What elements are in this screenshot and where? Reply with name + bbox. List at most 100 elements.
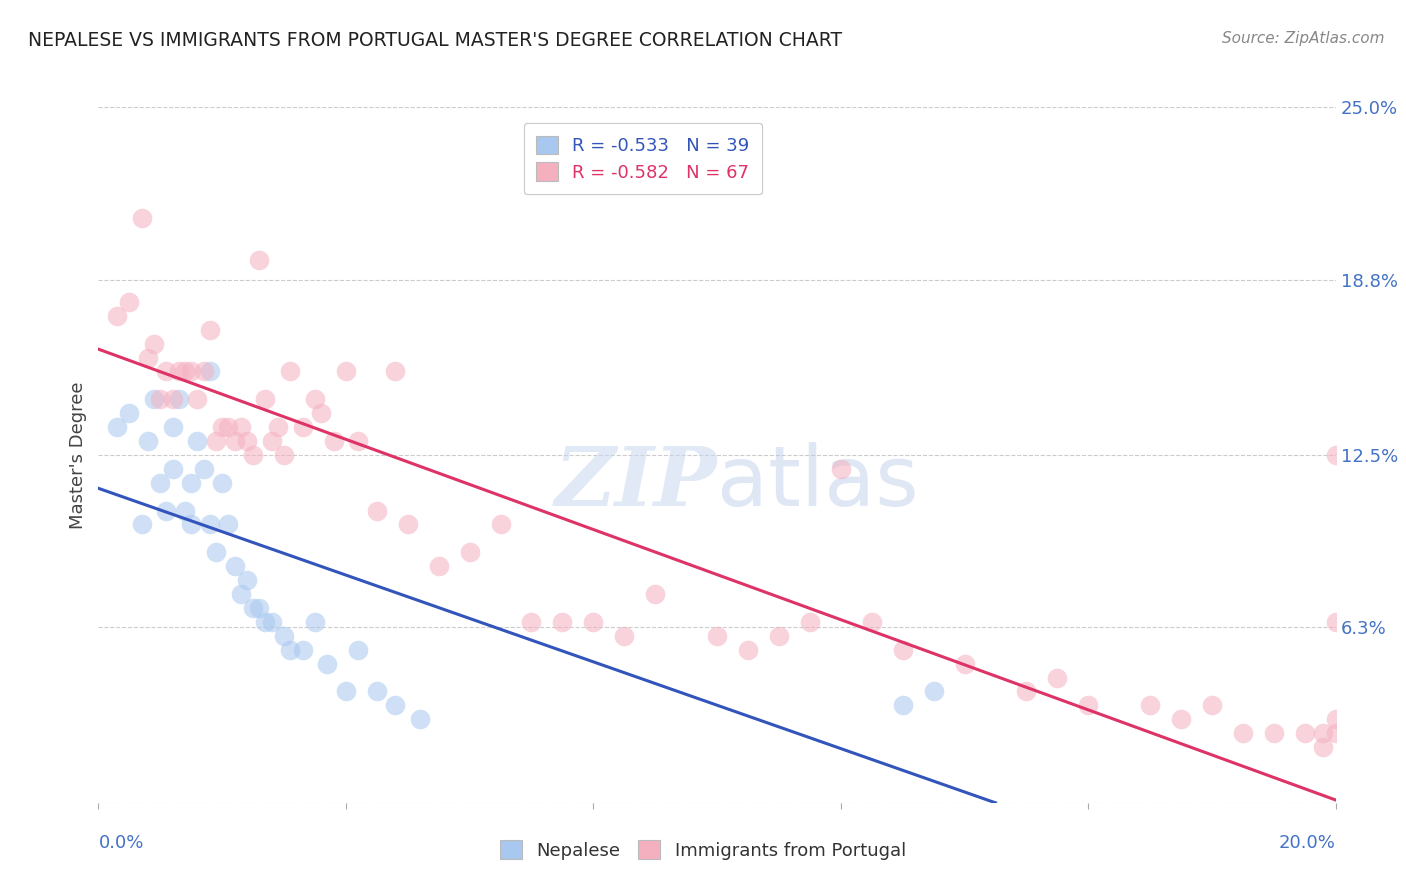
Point xyxy=(217,420,239,434)
Point xyxy=(193,364,215,378)
Point xyxy=(304,615,326,629)
Point xyxy=(322,434,344,448)
Point xyxy=(155,503,177,517)
Point xyxy=(1201,698,1223,713)
Point xyxy=(278,364,301,378)
Point xyxy=(224,559,246,574)
Point xyxy=(236,434,259,448)
Point xyxy=(366,503,388,517)
Point xyxy=(260,434,283,448)
Text: 0.0%: 0.0% xyxy=(98,834,143,852)
Point xyxy=(273,629,295,643)
Point xyxy=(198,323,221,337)
Point xyxy=(254,615,277,629)
Point xyxy=(291,420,314,434)
Point xyxy=(167,392,190,407)
Point xyxy=(118,406,141,420)
Point xyxy=(267,420,290,434)
Point xyxy=(143,392,166,407)
Point xyxy=(205,545,228,559)
Point xyxy=(582,615,605,629)
Point xyxy=(1294,726,1316,740)
Point xyxy=(1312,726,1334,740)
Point xyxy=(198,517,221,532)
Point xyxy=(186,392,208,407)
Point xyxy=(953,657,976,671)
Point xyxy=(273,448,295,462)
Point xyxy=(211,475,233,490)
Point xyxy=(180,364,202,378)
Point xyxy=(247,601,270,615)
Point xyxy=(1324,448,1347,462)
Point xyxy=(1312,740,1334,755)
Point xyxy=(768,629,790,643)
Point xyxy=(174,503,197,517)
Point xyxy=(1263,726,1285,740)
Point xyxy=(136,351,159,365)
Point xyxy=(167,364,190,378)
Point xyxy=(1046,671,1069,685)
Point xyxy=(316,657,339,671)
Y-axis label: Master's Degree: Master's Degree xyxy=(69,381,87,529)
Point xyxy=(891,698,914,713)
Point xyxy=(242,448,264,462)
Point xyxy=(335,364,357,378)
Point xyxy=(1324,726,1347,740)
Point xyxy=(205,434,228,448)
Point xyxy=(335,684,357,698)
Point xyxy=(162,420,184,434)
Point xyxy=(118,294,141,309)
Point xyxy=(174,364,197,378)
Point xyxy=(242,601,264,615)
Point xyxy=(613,629,636,643)
Point xyxy=(891,642,914,657)
Point xyxy=(198,364,221,378)
Point xyxy=(162,392,184,407)
Text: Source: ZipAtlas.com: Source: ZipAtlas.com xyxy=(1222,31,1385,46)
Legend: Nepalese, Immigrants from Portugal: Nepalese, Immigrants from Portugal xyxy=(486,826,920,874)
Point xyxy=(409,712,432,726)
Point xyxy=(186,434,208,448)
Point xyxy=(427,559,450,574)
Point xyxy=(347,434,370,448)
Point xyxy=(211,420,233,434)
Point xyxy=(551,615,574,629)
Point xyxy=(366,684,388,698)
Point xyxy=(254,392,277,407)
Point xyxy=(291,642,314,657)
Point xyxy=(224,434,246,448)
Point xyxy=(309,406,332,420)
Point xyxy=(136,434,159,448)
Point xyxy=(247,253,270,268)
Point xyxy=(347,642,370,657)
Point xyxy=(105,420,128,434)
Point xyxy=(162,462,184,476)
Point xyxy=(860,615,883,629)
Point xyxy=(229,420,252,434)
Point xyxy=(1324,615,1347,629)
Point xyxy=(396,517,419,532)
Point xyxy=(155,364,177,378)
Point xyxy=(260,615,283,629)
Point xyxy=(131,211,153,226)
Point xyxy=(193,462,215,476)
Point xyxy=(236,573,259,587)
Point xyxy=(1077,698,1099,713)
Point xyxy=(229,587,252,601)
Point xyxy=(149,475,172,490)
Point xyxy=(1139,698,1161,713)
Point xyxy=(105,309,128,323)
Point xyxy=(1232,726,1254,740)
Point xyxy=(644,587,666,601)
Point xyxy=(180,517,202,532)
Point xyxy=(384,364,406,378)
Point xyxy=(1015,684,1038,698)
Point xyxy=(180,475,202,490)
Point xyxy=(706,629,728,643)
Text: atlas: atlas xyxy=(717,442,918,524)
Point xyxy=(922,684,945,698)
Point xyxy=(217,517,239,532)
Point xyxy=(458,545,481,559)
Text: 20.0%: 20.0% xyxy=(1279,834,1336,852)
Point xyxy=(278,642,301,657)
